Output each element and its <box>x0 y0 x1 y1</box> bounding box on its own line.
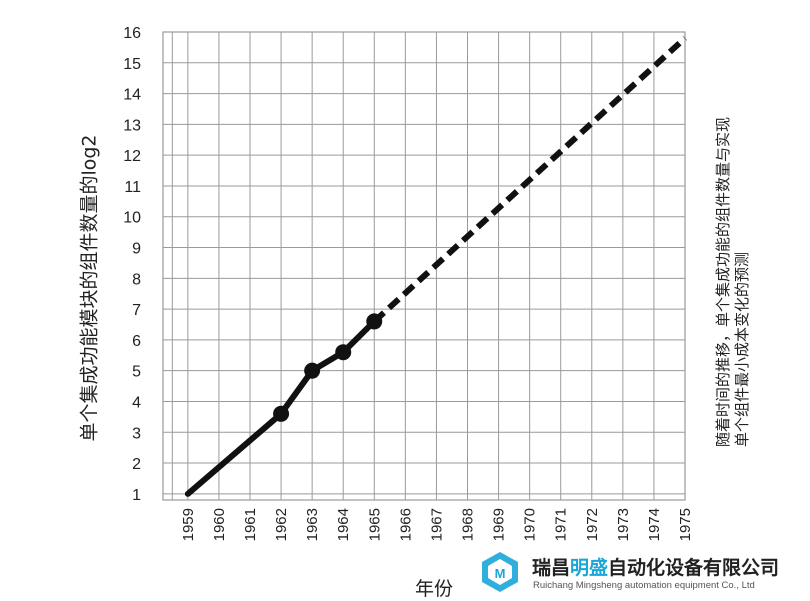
annotation-line-2: 单个组件最小成本变化的预测 <box>733 251 751 448</box>
annotation-line-1: 随着时间的推移，单个集成功能的组件数量与实现 <box>714 116 732 448</box>
x-tick-label: 1970 <box>522 508 539 541</box>
y-tick-label: 3 <box>132 425 141 442</box>
x-tick-label: 1963 <box>304 508 321 541</box>
x-tick-label: 1960 <box>211 508 228 541</box>
x-tick-label: 1972 <box>584 508 601 541</box>
watermark: M 瑞昌明盛自动化设备有限公司 Ruichang Mingsheng autom… <box>478 548 808 596</box>
x-tick-label: 1974 <box>646 508 663 541</box>
y-tick-label: 15 <box>123 56 141 73</box>
x-tick-label: 1971 <box>553 508 570 541</box>
x-tick-label: 1966 <box>397 508 414 541</box>
y-tick-label: 6 <box>132 333 141 350</box>
svg-text:M: M <box>495 566 506 581</box>
y-tick-label: 4 <box>132 394 141 411</box>
x-tick-label: 1964 <box>335 508 352 541</box>
x-axis-label: 年份 <box>414 578 454 600</box>
x-tick-labels: 1959 1960 1961 1962 1963 1964 1965 1966 1967 1968… <box>180 508 694 541</box>
x-tick-label: 1969 <box>491 508 508 541</box>
data-point-marker <box>304 362 321 379</box>
y-tick-label: 8 <box>132 271 141 288</box>
y-tick-label: 14 <box>123 87 141 104</box>
x-tick-label: 1975 <box>677 508 694 541</box>
y-tick-label: 1 <box>132 487 141 504</box>
watermark-name-pre: 瑞昌 <box>532 557 571 579</box>
data-markers <box>273 313 383 422</box>
y-tick-label: 5 <box>132 364 141 381</box>
series-line-projected <box>372 35 688 324</box>
watermark-company-name: 瑞昌明盛自动化设备有限公司 <box>532 553 779 580</box>
y-tick-label: 2 <box>132 456 141 473</box>
y-axis-label: 单个集成功能模块的组件数量的log2 <box>78 134 101 442</box>
x-tick-label: 1967 <box>428 508 445 541</box>
watermark-name-post: 自动化设备有限公司 <box>608 557 780 579</box>
y-tick-label: 13 <box>123 117 141 134</box>
watermark-name-highlight: 明盛 <box>570 557 609 579</box>
company-logo-icon: M <box>482 552 518 592</box>
side-annotation: 随着时间的推移，单个集成功能的组件数量与实现 单个组件最小成本变化的预测 <box>714 117 752 447</box>
watermark-english-name: Ruichang Mingsheng automation equipment … <box>533 580 755 591</box>
data-point-marker <box>366 313 383 330</box>
y-tick-label: 16 <box>123 25 141 42</box>
y-tick-label: 7 <box>132 302 141 319</box>
x-tick-label: 1962 <box>273 508 290 541</box>
grid <box>162 31 686 501</box>
y-tick-label: 9 <box>132 241 141 258</box>
y-tick-label: 12 <box>123 148 141 165</box>
data-point-marker <box>273 405 290 422</box>
y-tick-label: 11 <box>124 179 141 196</box>
x-tick-label: 1968 <box>460 508 477 541</box>
x-tick-label: 1961 <box>242 508 259 541</box>
x-tick-label: 1973 <box>615 508 632 541</box>
x-tick-label: 1965 <box>366 508 383 541</box>
y-tick-label: 10 <box>123 210 141 227</box>
x-tick-label: 1959 <box>180 508 197 541</box>
plot-frame <box>162 31 686 501</box>
data-point-marker <box>335 344 352 361</box>
